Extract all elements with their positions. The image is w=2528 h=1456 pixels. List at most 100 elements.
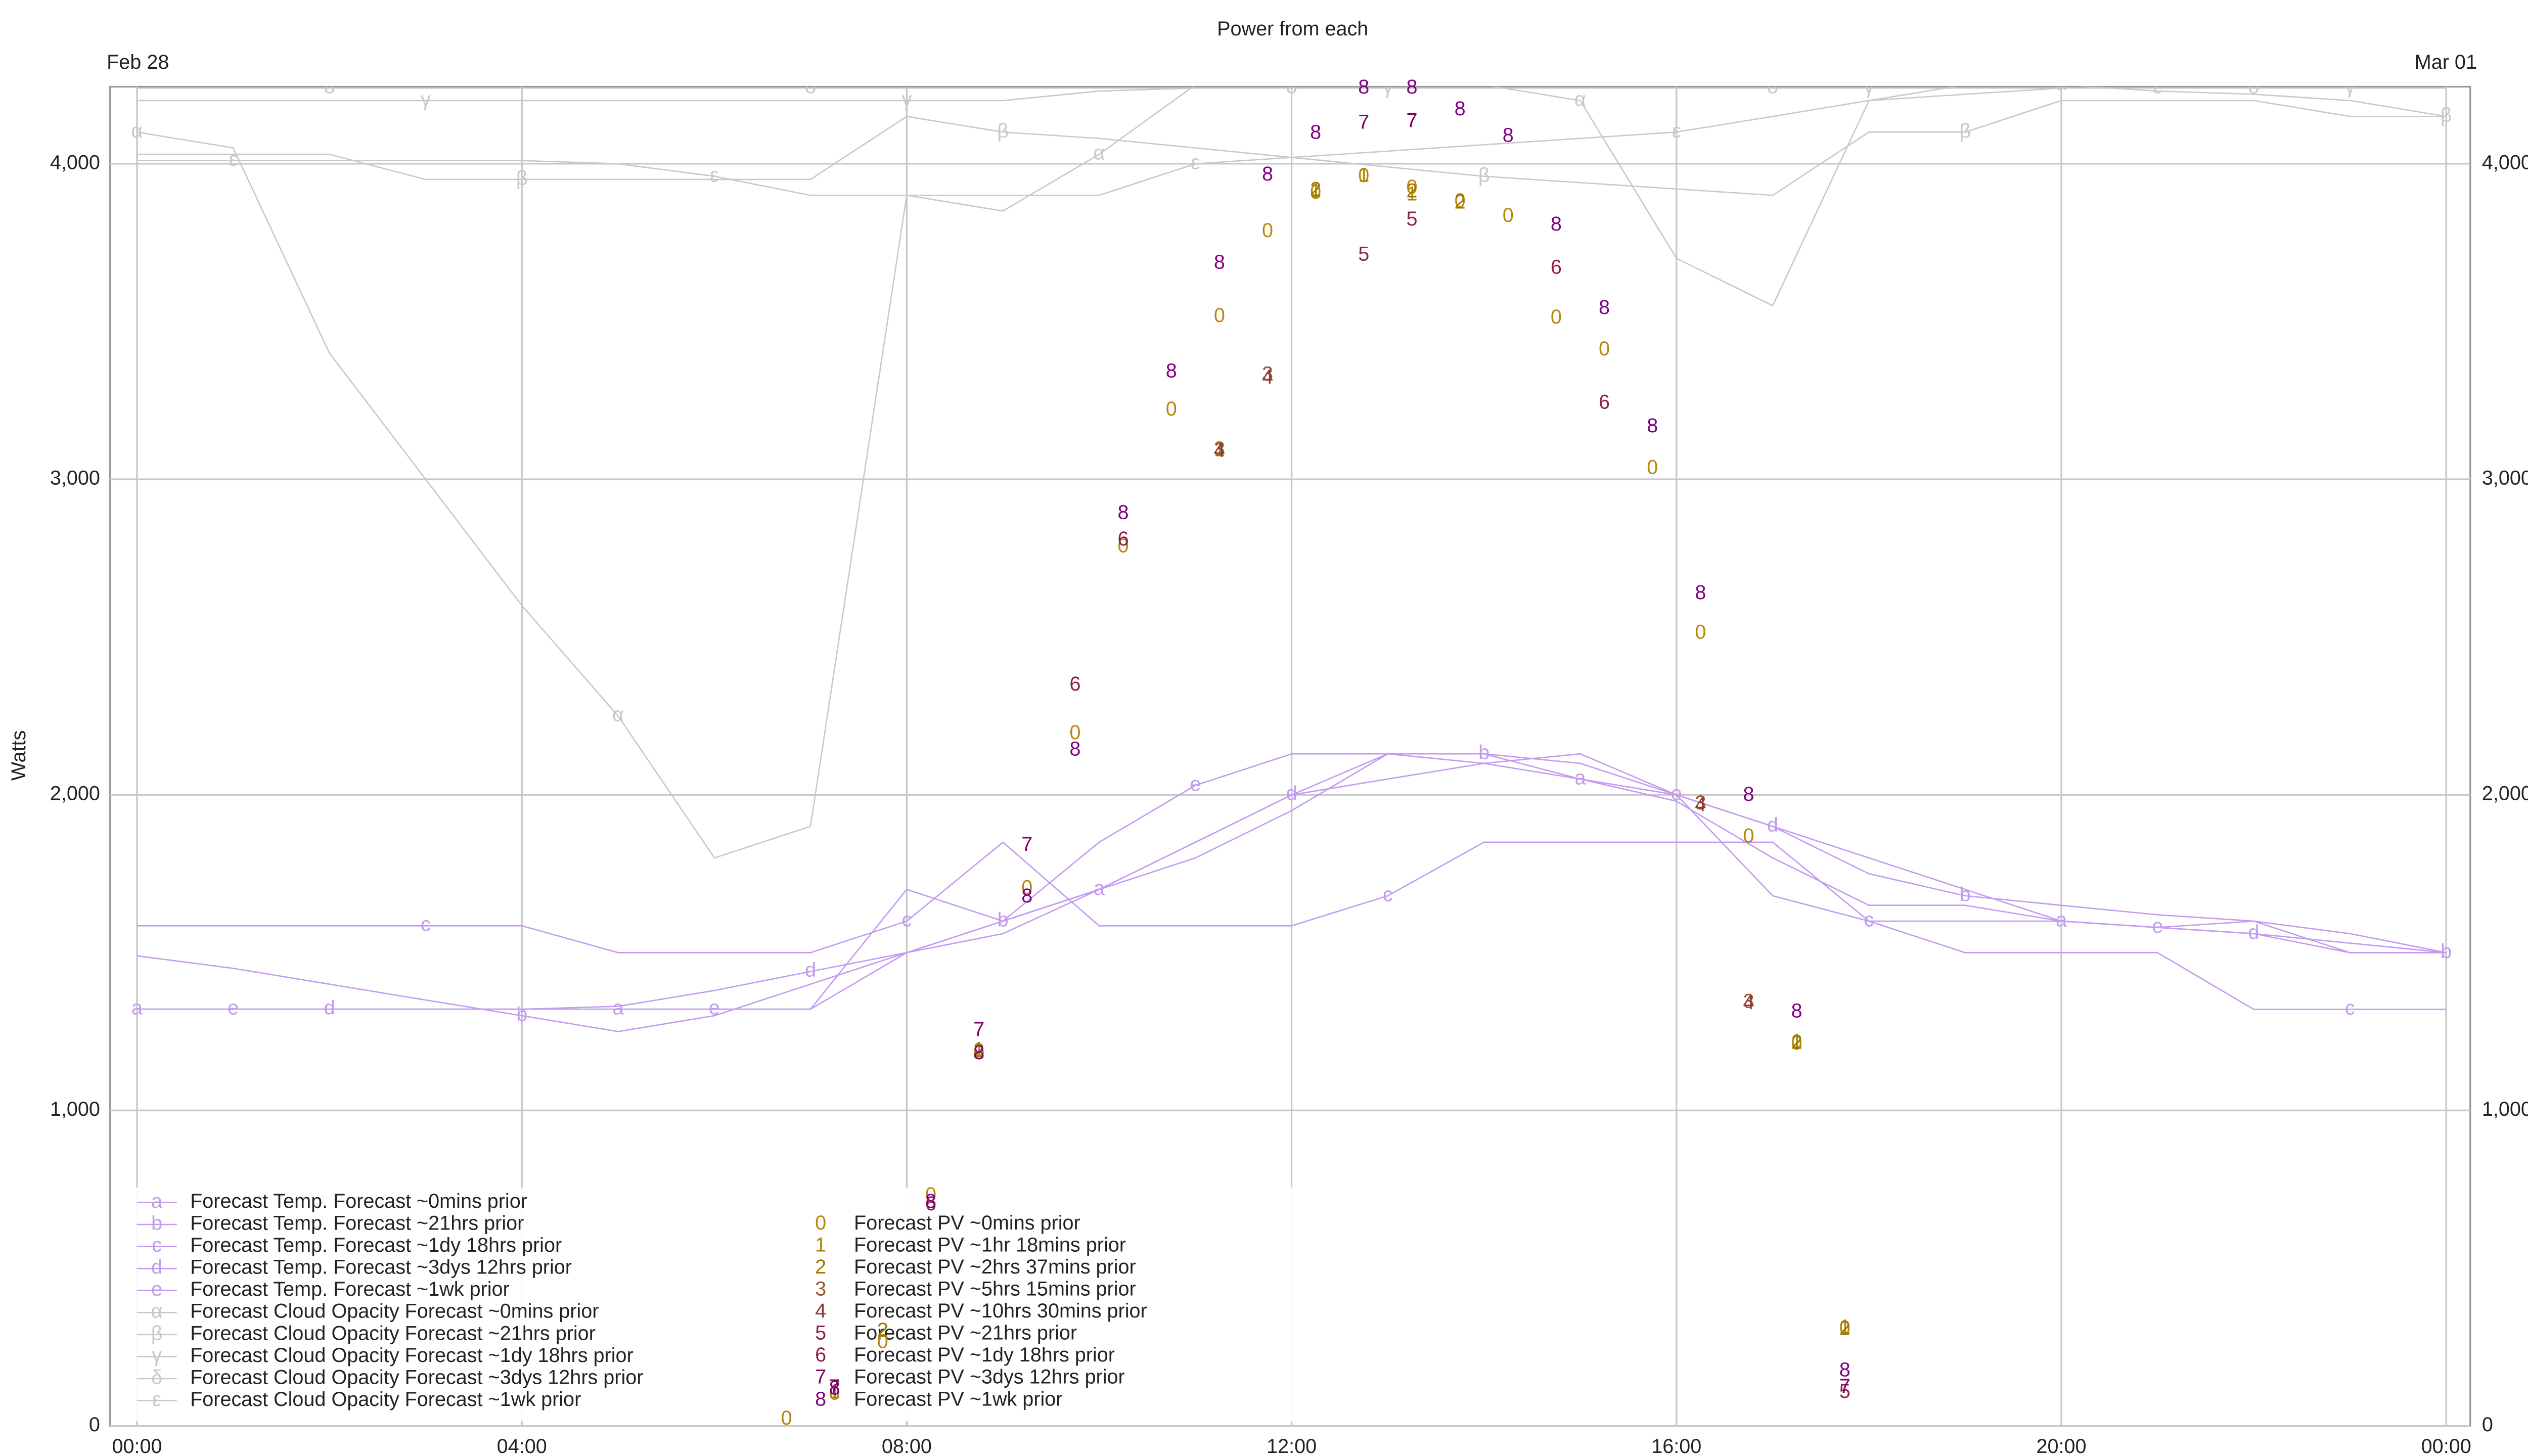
line-marker: a <box>1574 766 1586 789</box>
point-marker: 8 <box>925 1190 936 1212</box>
point-marker: 1 <box>1358 164 1369 186</box>
point-marker: 0 <box>1695 621 1706 644</box>
labels: Power from each Feb 28 Mar 01 Watts Watt… <box>8 18 2528 1456</box>
legend-symbol: 0 <box>815 1212 826 1234</box>
point-marker: 5 <box>1406 208 1417 230</box>
point-marker: 0 <box>1021 877 1032 899</box>
point-marker: 3 <box>1743 990 1754 1012</box>
point-marker: 7 <box>1021 833 1032 855</box>
point-marker: 6 <box>1118 528 1129 550</box>
line-marker: e <box>2152 915 2163 937</box>
y-tick-label: 0 <box>89 1414 100 1436</box>
legend-symbol: α <box>151 1300 163 1323</box>
line-marker: γ <box>1383 75 1393 98</box>
point-marker: 6 <box>1069 673 1080 695</box>
point-marker: 8 <box>1118 502 1129 524</box>
point-marker: 8 <box>1166 359 1177 382</box>
point-marker: 1 <box>1214 438 1225 461</box>
point-marker: 2 <box>1455 191 1466 213</box>
legend-label: Forecast Cloud Opacity Forecast ~3dys 12… <box>190 1366 643 1388</box>
point-marker: 4 <box>1695 794 1706 816</box>
point-marker: 0 <box>829 1382 840 1404</box>
line-marker: β <box>997 120 1009 142</box>
line-marker: ε <box>229 148 238 170</box>
series-line <box>137 841 2447 1010</box>
y-tick-label: 2,000 <box>50 783 100 805</box>
y2-tick-label: 1,000 <box>2482 1098 2528 1120</box>
line-marker: γ <box>1864 75 1874 98</box>
legend-label: Forecast Cloud Opacity Forecast ~21hrs p… <box>190 1322 596 1344</box>
point-marker: 6 <box>1551 256 1562 279</box>
legend-label: Forecast Cloud Opacity Forecast ~1wk pri… <box>190 1388 581 1410</box>
point-marker: 8 <box>1406 76 1417 98</box>
point-marker: 8 <box>829 1377 840 1399</box>
point-marker: 7 <box>1839 1375 1850 1397</box>
point-marker: 8 <box>1647 415 1658 437</box>
line-marker: α <box>1094 142 1105 164</box>
legend-label: Forecast Temp. Forecast ~3dys 12hrs prio… <box>190 1256 572 1279</box>
legend-symbol: 2 <box>815 1256 826 1278</box>
point-marker: 3 <box>1262 363 1273 385</box>
point-marker: 5 <box>1358 243 1369 265</box>
point-marker: 4 <box>1743 991 1754 1014</box>
point-marker: 0 <box>973 1041 984 1064</box>
point-marker: 1 <box>973 1038 984 1060</box>
line-marker: δ <box>2248 75 2260 98</box>
point-marker: 8 <box>1214 251 1225 274</box>
point-marker: 0 <box>1358 164 1369 187</box>
legend: a Forecast Temp. Forecast ~0mins prior b Fo… <box>137 1190 1147 1410</box>
line-marker: δ <box>805 75 816 98</box>
line-marker: b <box>1960 883 1971 905</box>
line-marker: b <box>1478 742 1489 764</box>
point-marker: 7 <box>1358 111 1369 133</box>
line-marker: d <box>1286 783 1297 805</box>
line-marker: d <box>1767 814 1778 836</box>
point-marker: 0 <box>1214 304 1225 327</box>
legend-label: Forecast Temp. Forecast ~0mins prior <box>190 1190 527 1212</box>
legend-label: Forecast Temp. Forecast ~1dy 18hrs prior <box>190 1234 562 1256</box>
point-marker: 0 <box>1551 306 1562 328</box>
line-marker: c <box>1864 908 1874 931</box>
line-marker: δ <box>1286 75 1297 98</box>
legend-label: Forecast PV ~0mins prior <box>854 1212 1080 1234</box>
legend-label: Forecast Temp. Forecast ~1wk prior <box>190 1278 510 1300</box>
series-line <box>137 86 2447 859</box>
point-marker: 3 <box>1214 438 1225 460</box>
point-marker: 1 <box>1310 179 1321 202</box>
y2-tick-label: 3,000 <box>2482 467 2528 489</box>
line-marker: ε <box>1191 151 1200 173</box>
legend-symbol: 6 <box>815 1344 826 1366</box>
y-tick-label: 3,000 <box>50 467 100 489</box>
line-marker: d <box>2248 921 2260 943</box>
legend-label: Forecast PV ~1wk prior <box>854 1388 1062 1410</box>
legend-symbol: c <box>152 1234 162 1256</box>
line-marker: γ <box>2345 75 2355 98</box>
legend-label: Forecast Cloud Opacity Forecast ~1dy 18h… <box>190 1344 634 1367</box>
point-marker: 0 <box>877 1330 888 1352</box>
point-marker: 0 <box>925 1184 936 1206</box>
point-marker: 8 <box>1069 738 1080 760</box>
point-marker: 2 <box>973 1039 984 1062</box>
line-marker: c <box>421 914 431 936</box>
line-marker: β <box>2441 104 2452 126</box>
point-marker: 8 <box>1503 124 1514 147</box>
series-line <box>137 753 2447 1032</box>
line-marker: γ <box>421 88 431 110</box>
line-marker: ε <box>2153 75 2162 98</box>
point-marker: 0 <box>1069 721 1080 744</box>
point-marker: 0 <box>1166 398 1177 420</box>
point-marker: 8 <box>973 1041 984 1064</box>
line-marker: α <box>2056 72 2067 95</box>
legend-label: Forecast PV ~5hrs 15mins prior <box>854 1278 1136 1300</box>
line-marker: a <box>1094 877 1105 899</box>
legend-symbol: b <box>151 1212 162 1235</box>
line-marker: c <box>2345 997 2355 1019</box>
x-tick-label: 16:00 <box>1651 1435 1701 1456</box>
point-marker: 2 <box>1406 179 1417 202</box>
line-marker: c <box>1383 883 1393 905</box>
point-marker: 8 <box>1021 885 1032 907</box>
legend-box <box>125 1187 1452 1421</box>
legend-symbol: 8 <box>815 1388 826 1410</box>
legend-label: Forecast PV ~1hr 18mins prior <box>854 1234 1126 1256</box>
legend-symbol: d <box>151 1256 162 1279</box>
